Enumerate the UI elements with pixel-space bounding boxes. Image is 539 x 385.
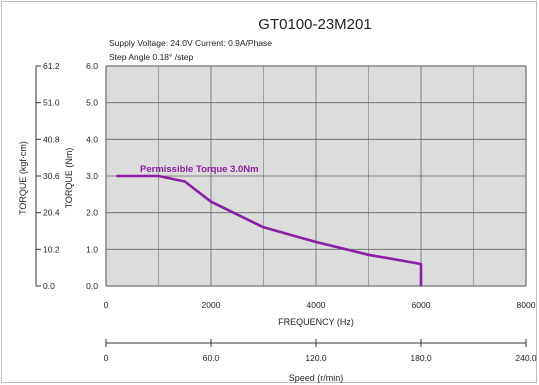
y-tick-label: 6.0 [86,61,98,71]
torque-curve-layer [116,174,423,286]
y-tick-label: 0.0 [86,281,98,291]
speed-axis-label: Speed (r/min) [289,373,344,383]
y2-tick-label: 61.2 [43,61,60,71]
y2-tick-label: 40.8 [43,134,60,144]
speed-tick-label: 180.0 [410,353,432,363]
x-tick-label: 2000 [202,300,221,310]
y2-axis-label: TORQUE (kgf·cm) [18,141,28,215]
y2-tick-label: 20.4 [43,208,60,218]
y-tick-label: 2.0 [86,208,98,218]
x-tick-label: 0 [104,300,109,310]
grid [105,65,527,287]
x-tick-label: 6000 [412,300,431,310]
y-axis-label: TORQUE (Nm) [64,148,74,209]
axes: 0 2000 4000 6000 8000 0.0 1.0 2.0 3.0 4.0 5.0 6.0 0.… [35,61,537,363]
y-tick-label: 4.0 [86,134,98,144]
speed-tick-label: 60.0 [203,353,220,363]
speed-tick-label: 120.0 [305,353,327,363]
y-tick-label: 1.0 [86,244,98,254]
chart-title: GT0100-23M201 [258,16,371,33]
speed-tick-label: 0 [104,353,109,363]
x-axis-label: FREQUENCY (Hz) [278,317,354,327]
y2-tick-label: 10.2 [43,244,60,254]
chart-subtitle-line-1: Supply Voltage: 24.0V Current: 0.9A/Phas… [109,38,272,48]
y2-tick-label: 51.0 [43,98,60,108]
torque-curve [116,174,423,286]
annotation: Permissible Torque 3.0Nm [140,164,259,175]
y2-tick-label: 30.6 [43,171,60,181]
speed-tick-label: 240.0 [515,353,537,363]
y-tick-label: 5.0 [86,98,98,108]
x-tick-label: 8000 [517,300,536,310]
chart-subtitle-line-2: Step Angle 0.18° /step [109,52,193,62]
x-tick-label: 4000 [307,300,326,310]
y2-tick-label: 0.0 [43,281,55,291]
y-tick-label: 3.0 [86,171,98,181]
